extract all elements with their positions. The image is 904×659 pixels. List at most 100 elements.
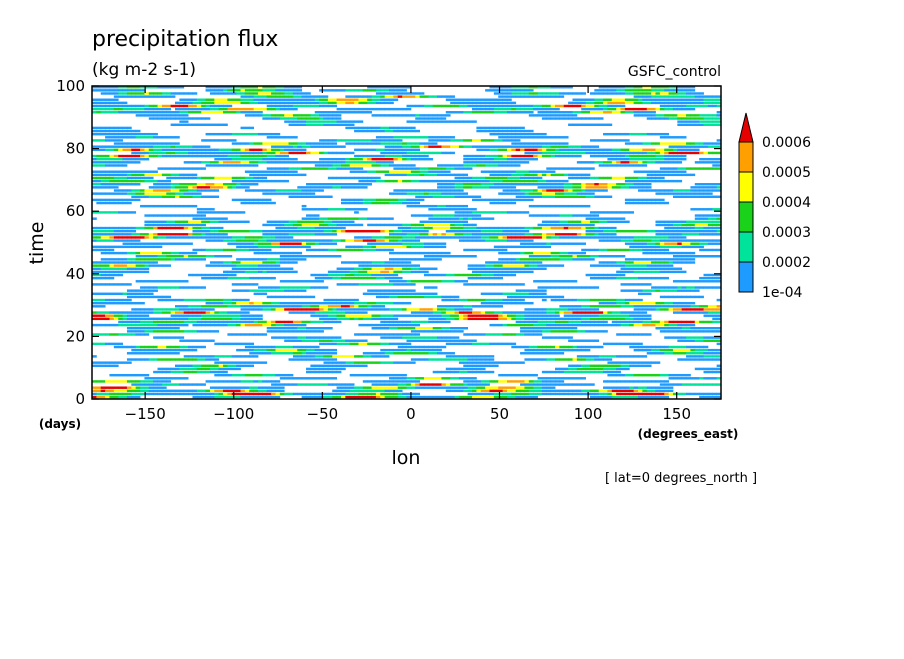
heatmap-cell xyxy=(686,229,691,233)
heatmap-cell xyxy=(310,358,316,361)
heatmap-cell xyxy=(153,280,158,283)
heatmap-cell xyxy=(253,386,259,389)
heatmap-cell xyxy=(555,311,560,314)
heatmap-cell xyxy=(668,392,674,396)
heatmap-cell xyxy=(266,392,272,396)
heatmap-cell xyxy=(288,392,294,396)
heatmap-cell xyxy=(196,339,202,342)
heatmap-cell xyxy=(716,276,721,280)
heatmap-cell xyxy=(397,264,403,267)
heatmap-cell xyxy=(402,226,407,230)
heatmap-cell xyxy=(148,261,154,264)
heatmap-cell xyxy=(659,327,665,330)
heatmap-cell xyxy=(594,320,600,324)
heatmap-cell xyxy=(498,292,503,296)
heatmap-cell xyxy=(367,323,372,327)
heatmap-cell xyxy=(428,292,434,296)
heatmap-cell xyxy=(563,226,569,230)
heatmap-cell xyxy=(624,373,630,377)
heatmap-cell xyxy=(174,317,180,321)
heatmap-cell xyxy=(402,280,407,283)
heatmap-cell xyxy=(196,367,202,371)
heatmap-cell xyxy=(463,361,469,364)
heatmap-cell xyxy=(441,226,447,230)
heatmap-cell xyxy=(659,223,665,227)
heatmap-cell xyxy=(563,223,569,227)
heatmap-cell xyxy=(712,226,718,230)
heatmap-cell xyxy=(559,358,565,361)
heatmap-cell xyxy=(703,327,709,330)
heatmap-cell xyxy=(624,267,630,270)
heatmap-cell xyxy=(616,236,621,239)
heatmap-cell xyxy=(358,223,364,227)
heatmap-cell xyxy=(559,377,565,380)
heatmap-cell xyxy=(607,301,613,305)
heatmap-cell xyxy=(616,392,621,396)
heatmap-cell xyxy=(218,323,224,327)
heatmap-cell xyxy=(572,348,578,352)
heatmap-cell xyxy=(402,348,407,352)
heatmap-cell xyxy=(118,301,123,305)
heatmap-cell xyxy=(432,217,438,220)
heatmap-cell xyxy=(686,377,691,380)
heatmap-cell xyxy=(712,308,718,311)
heatmap-cell xyxy=(144,383,150,386)
heatmap-cell xyxy=(288,383,294,386)
heatmap-cell xyxy=(105,361,110,364)
heatmap-cell xyxy=(716,330,721,333)
heatmap-cell xyxy=(257,251,263,255)
heatmap-cell xyxy=(367,267,372,270)
heatmap-cell xyxy=(231,380,237,383)
heatmap-cell xyxy=(677,261,683,264)
heatmap-cell xyxy=(594,330,600,333)
heatmap-cell xyxy=(109,311,115,314)
heatmap-cell xyxy=(629,298,635,302)
heatmap-cell xyxy=(581,358,586,361)
heatmap-cell xyxy=(349,223,355,227)
heatmap-cell xyxy=(257,308,263,311)
heatmap-cell xyxy=(109,233,115,236)
heatmap-cell xyxy=(389,395,394,399)
heatmap-cell xyxy=(319,336,324,339)
heatmap-cell xyxy=(144,214,150,217)
heatmap-cell xyxy=(594,305,600,308)
heatmap-cell xyxy=(568,258,573,261)
heatmap-cell xyxy=(423,226,429,230)
heatmap-cell xyxy=(454,395,460,399)
heatmap-cell xyxy=(559,236,565,239)
heatmap-cell xyxy=(402,258,407,261)
heatmap-cell xyxy=(144,380,150,383)
heatmap-cell xyxy=(340,367,346,371)
heatmap-cell xyxy=(257,389,263,393)
heatmap-cell xyxy=(537,236,543,239)
heatmap-cell xyxy=(105,389,110,393)
heatmap-cell xyxy=(594,264,600,267)
heatmap-cell xyxy=(323,355,329,358)
heatmap-cell xyxy=(642,311,648,314)
heatmap-cell xyxy=(393,251,399,255)
heatmap-cell xyxy=(262,258,268,261)
heatmap-cell xyxy=(603,358,608,361)
heatmap-cell xyxy=(563,389,569,393)
heatmap-cell xyxy=(607,358,613,361)
heatmap-cell xyxy=(450,305,455,308)
heatmap-cell xyxy=(589,330,595,333)
heatmap-cell xyxy=(458,236,464,239)
heatmap-cell xyxy=(550,330,556,333)
heatmap-cell xyxy=(476,248,482,252)
heatmap-cell xyxy=(716,336,721,339)
heatmap-cell xyxy=(214,255,220,258)
heatmap-cell xyxy=(506,245,512,249)
heatmap-cell xyxy=(537,377,543,380)
heatmap-cell xyxy=(319,395,324,399)
heatmap-cell xyxy=(371,229,377,233)
heatmap-cell xyxy=(563,242,569,245)
heatmap-cell xyxy=(105,245,110,249)
heatmap-cell xyxy=(651,270,656,274)
heatmap-cell xyxy=(236,220,241,224)
heatmap-cell xyxy=(179,236,185,239)
heatmap-cell xyxy=(651,229,656,233)
heatmap-cell xyxy=(201,220,206,224)
heatmap-cell xyxy=(340,342,346,346)
heatmap-cell xyxy=(100,392,106,396)
